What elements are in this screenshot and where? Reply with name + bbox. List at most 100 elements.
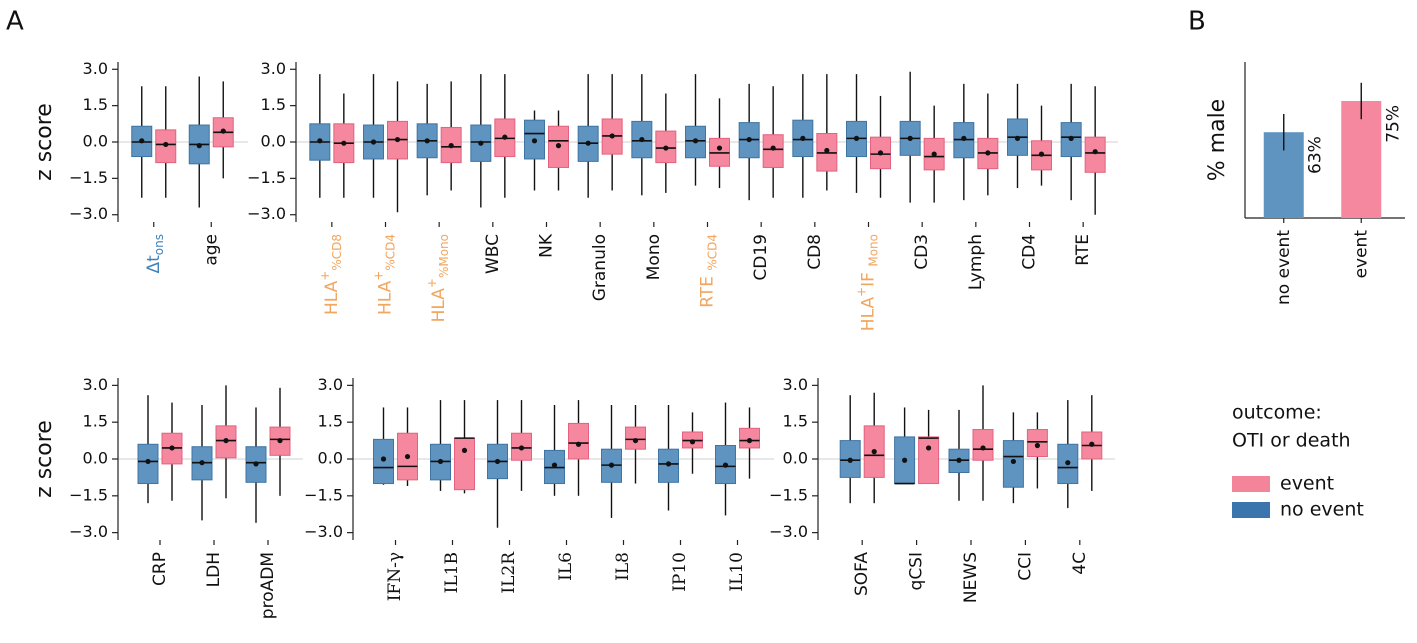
mean — [980, 445, 986, 451]
y-tick-label: 1.5 — [261, 95, 286, 114]
y-tick-label: 1.5 — [318, 412, 343, 431]
mean — [665, 461, 672, 467]
y-tick-label: 1.5 — [83, 95, 108, 114]
y-tick-label: 0.0 — [83, 132, 108, 151]
y-tick-label: −3.0 — [769, 522, 808, 541]
label-part: HLA — [322, 280, 342, 315]
value-label: 63% — [1306, 136, 1326, 174]
x-tick-label: IL6 — [556, 552, 576, 581]
label-part: HLA — [859, 297, 879, 332]
panel-label: B — [1188, 7, 1206, 37]
mean — [531, 138, 538, 144]
x-tick-label: WBC — [483, 234, 503, 274]
x-tick-label: CD19 — [751, 234, 771, 281]
mean — [404, 453, 411, 460]
mean — [370, 139, 377, 145]
x-tick-label: NK — [537, 233, 557, 258]
x-tick-label: CD3 — [912, 234, 932, 270]
x-tick-label: Lymph — [966, 234, 986, 290]
x-tick-label: HLA+%CD8 — [317, 234, 343, 315]
mean — [448, 143, 454, 149]
x-tick-label: qCSI — [907, 552, 927, 590]
mean — [220, 128, 226, 134]
mean — [1038, 151, 1045, 157]
x-tick-label: Granulo — [590, 234, 610, 301]
x-tick-label: CD8 — [805, 234, 825, 270]
mean — [770, 145, 776, 151]
y-tick-label: −1.5 — [69, 485, 108, 504]
mean — [722, 462, 729, 468]
mean — [1065, 460, 1071, 466]
mean — [689, 439, 696, 445]
mean — [608, 462, 615, 468]
y-axis-label: z score — [32, 103, 57, 181]
y-tick-label: −1.5 — [304, 485, 343, 504]
mean — [931, 151, 937, 157]
label-part: %CD4 — [705, 234, 719, 271]
y-tick-label: 0.0 — [261, 132, 286, 151]
label-part: %CD4 — [383, 234, 397, 271]
box — [454, 437, 475, 491]
y-tick-label: −1.5 — [769, 485, 808, 504]
mean — [853, 135, 860, 141]
mean — [871, 449, 877, 455]
mean — [199, 460, 205, 466]
x-tick-label: RTE — [1073, 234, 1093, 266]
y-tick-label: −3.0 — [69, 204, 108, 223]
y-tick-label: −1.5 — [247, 168, 286, 187]
y-tick-label: 1.5 — [83, 412, 108, 431]
mean — [253, 461, 259, 467]
x-tick-label: LDH — [204, 552, 224, 587]
mean — [985, 150, 991, 156]
mean — [575, 441, 582, 447]
mean — [1034, 442, 1040, 449]
mean — [956, 457, 962, 463]
x-tick-label: IL10 — [727, 552, 747, 592]
mean — [746, 136, 752, 143]
bar — [1341, 101, 1382, 218]
x-tick-label: CCI — [1015, 552, 1035, 581]
y-tick-label: −1.5 — [69, 168, 108, 187]
y-tick-label: 3.0 — [83, 375, 108, 394]
x-tick-label: Mono — [644, 234, 664, 280]
mean — [716, 145, 723, 151]
x-tick-label: HLA+%Mono — [425, 234, 451, 322]
x-tick-label: NEWS — [961, 552, 981, 603]
mean — [196, 143, 202, 149]
x-tick-label: Δtons — [144, 234, 166, 274]
y-tick-label: 1.5 — [783, 412, 808, 431]
mean — [461, 447, 468, 454]
x-tick-label: HLA+IF Mono — [854, 234, 880, 331]
mean — [478, 140, 484, 146]
x-tick-label: age — [201, 234, 221, 266]
mean — [847, 457, 853, 463]
box — [1084, 136, 1106, 173]
mean — [341, 140, 347, 146]
x-tick-label: no event — [1274, 230, 1294, 305]
mean — [907, 135, 913, 141]
label-part: + — [854, 287, 868, 297]
mean — [663, 145, 669, 151]
label-part: HLA — [376, 280, 396, 315]
x-tick-label: 4C — [1070, 552, 1090, 575]
mean — [223, 437, 229, 444]
mean — [1092, 149, 1098, 155]
y-tick-label: 0.0 — [83, 449, 108, 468]
mean — [585, 140, 591, 146]
mean — [902, 457, 908, 463]
label-part: RTE — [698, 271, 718, 308]
mean — [380, 456, 387, 462]
mean — [145, 458, 151, 465]
x-tick-label: event — [1351, 230, 1371, 279]
mean — [502, 134, 508, 140]
y-tick-label: −3.0 — [304, 522, 343, 541]
x-tick-label: IL1B — [442, 552, 462, 593]
label-part: %Mono — [437, 234, 451, 278]
mean — [1089, 441, 1095, 447]
x-tick-label: proADM — [258, 552, 278, 619]
mean — [926, 445, 932, 451]
value-label: 75% — [1383, 105, 1403, 143]
x-tick-label: IL8 — [613, 552, 633, 581]
mean — [424, 138, 430, 144]
